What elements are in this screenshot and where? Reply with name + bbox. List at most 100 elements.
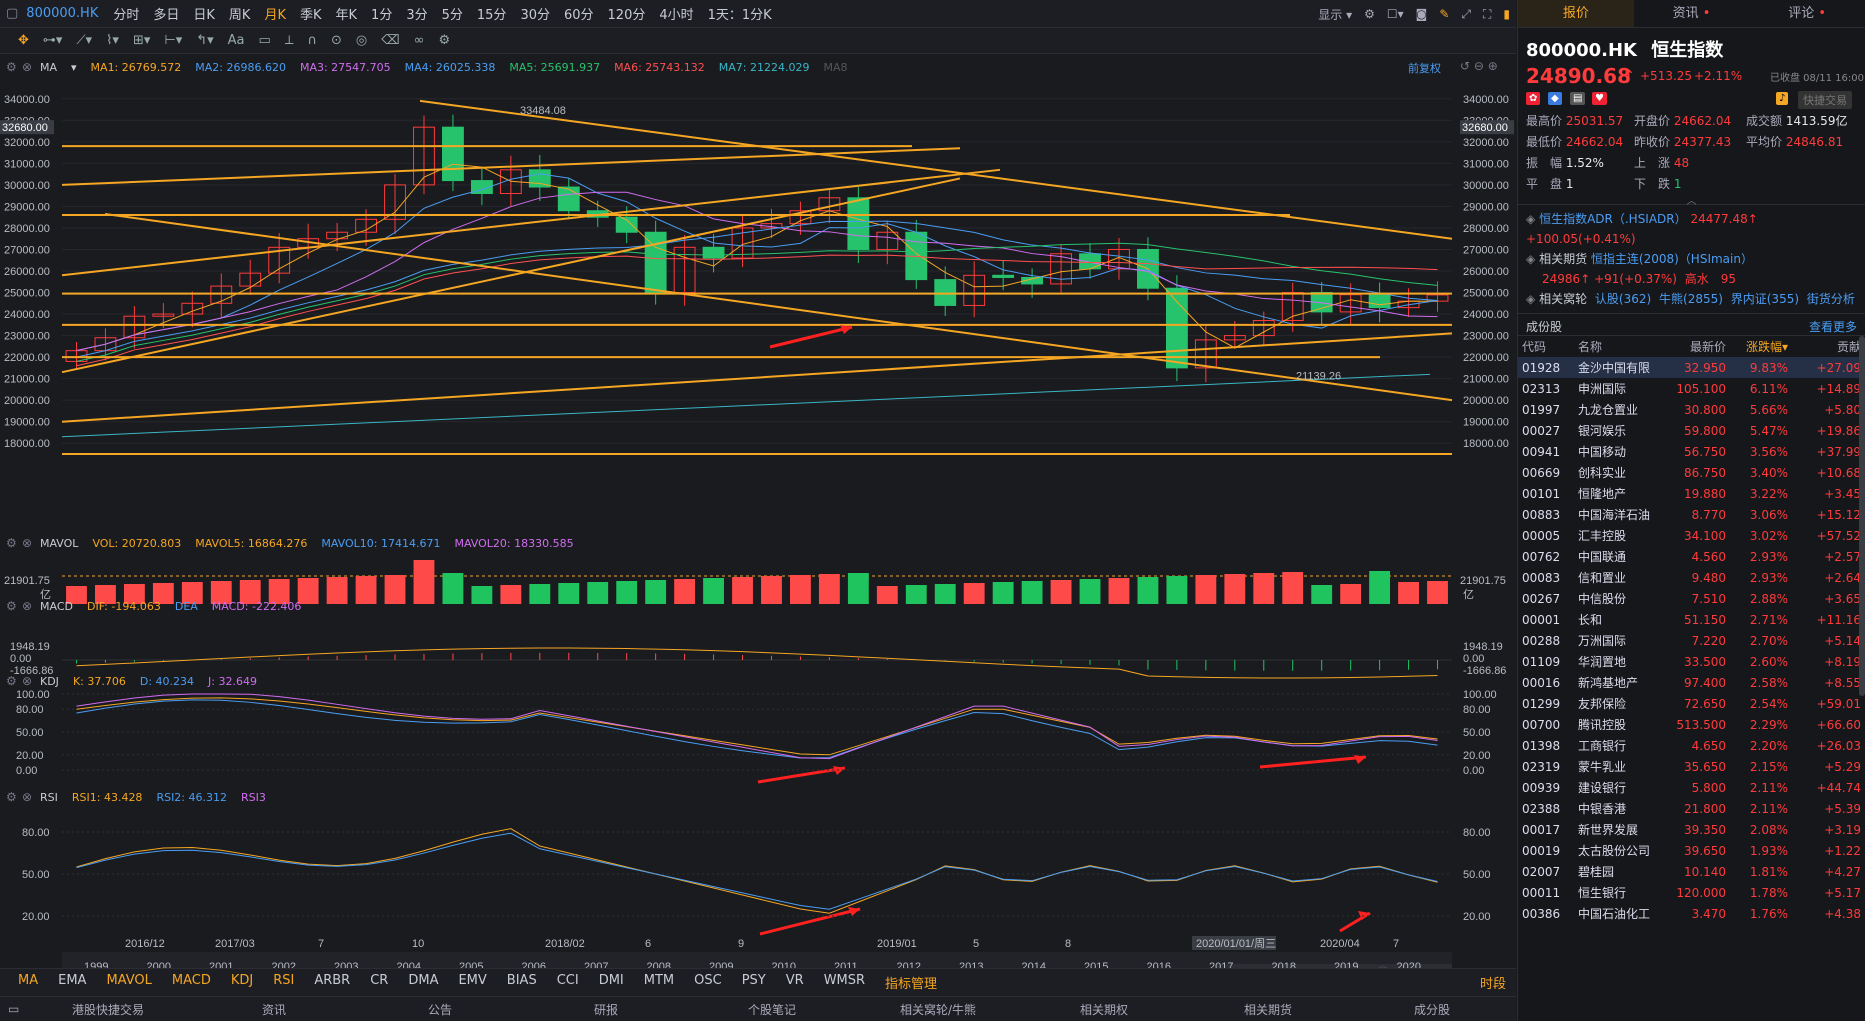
indicator-4[interactable]: KDJ: [230, 973, 254, 988]
header-contribution[interactable]: 贡献: [1836, 340, 1861, 354]
overview-bg[interactable]: [62, 952, 1452, 968]
arrow-tool-icon[interactable]: ↰▾: [196, 33, 214, 48]
collapse-icon[interactable]: ︿: [1686, 196, 1697, 207]
footer-tab-options[interactable]: 相关期权: [1080, 1002, 1129, 1017]
note-icon[interactable]: ▤: [1570, 92, 1586, 105]
comment-icon[interactable]: ▭: [258, 33, 271, 48]
table-row[interactable]: 01928 金沙中国有限 32.950 9.83% +27.09: [1518, 357, 1865, 378]
indicator-15[interactable]: PSY: [741, 973, 766, 988]
trend-line[interactable]: [61, 332, 1453, 423]
period-tab-9[interactable]: 5分: [441, 8, 463, 23]
measure-tool-icon[interactable]: ⊢▾: [164, 33, 183, 48]
fib-tool-icon[interactable]: ⌇▾: [106, 33, 119, 48]
quick-trade-button[interactable]: 快捷交易: [1798, 91, 1852, 109]
settings-icon[interactable]: ⚙: [1364, 7, 1375, 21]
table-row[interactable]: 02313 申洲国际 105.100 6.11% +14.89: [1518, 378, 1865, 399]
trend-line[interactable]: [61, 147, 961, 186]
footer-tab-constituents[interactable]: 成分股: [1414, 1002, 1451, 1017]
table-row[interactable]: 00019 太古股份公司 39.650 1.93% +1.22: [1518, 840, 1865, 861]
table-row[interactable]: 00017 新世界发展 39.350 2.08% +3.19: [1518, 819, 1865, 840]
header-price[interactable]: 最新价: [1689, 340, 1726, 354]
table-row[interactable]: 00101 恒隆地产 19.880 3.22% +3.45: [1518, 483, 1865, 504]
indicator-1[interactable]: EMA: [58, 973, 87, 988]
expand-icon[interactable]: ⤢: [1461, 6, 1471, 21]
mavol-close-icon[interactable]: ⊗: [22, 536, 33, 550]
tab-quote[interactable]: 报价: [1518, 0, 1634, 27]
pane-settings-icon[interactable]: ⚙: [6, 60, 17, 74]
warrant-analysis-link[interactable]: 街货分析: [1806, 292, 1855, 306]
pane-tools-icon[interactable]: ↺ ⊖ ⊕: [1460, 59, 1498, 73]
link-icon[interactable]: ∞: [413, 33, 425, 48]
period-button[interactable]: 时段: [1479, 977, 1506, 992]
period-tab-13[interactable]: 120分: [607, 8, 646, 23]
camera-icon[interactable]: ◙: [1415, 7, 1428, 21]
table-row[interactable]: 00762 中国联通 4.560 2.93% +2.57: [1518, 546, 1865, 567]
layout-icon[interactable]: ▢: [6, 6, 19, 21]
period-tab-1[interactable]: 多日: [153, 8, 180, 23]
indicator-16[interactable]: VR: [785, 973, 804, 988]
chart-svg[interactable]: 34000.0034000.0033000.0033000.0032000.00…: [0, 54, 1516, 968]
period-tab-5[interactable]: 季K: [299, 8, 322, 23]
table-row[interactable]: 00001 长和 51.150 2.71% +11.16: [1518, 609, 1865, 630]
footer-tab-quick-trade[interactable]: 港股快捷交易: [72, 1002, 145, 1017]
macd-settings-icon[interactable]: ⚙: [6, 599, 17, 613]
rsi-settings-icon[interactable]: ⚙: [6, 790, 17, 804]
pen-icon[interactable]: ✎: [1439, 7, 1450, 21]
trend-line[interactable]: [419, 99, 1453, 240]
chart-container[interactable]: ⚙ ⊗ MA ▾ MA1: 26769.572 MA2: 26986.620 M…: [0, 54, 1516, 968]
magnet-icon[interactable]: ∩: [307, 33, 317, 48]
indicator-14[interactable]: OSC: [694, 973, 722, 988]
indicator-17[interactable]: WMSR: [823, 973, 866, 988]
constituents-table-wrap[interactable]: 代码 名称 最新价 涨跌幅▾ 贡献 01928 金沙中国有限 32.950 9.83%…: [1518, 335, 1865, 924]
table-row[interactable]: 00941 中国移动 56.750 3.56% +37.99: [1518, 441, 1865, 462]
tab-news[interactable]: 资讯 •: [1672, 6, 1711, 21]
footer-tab-warrants[interactable]: 相关窝轮/牛熊: [900, 1002, 977, 1017]
table-row[interactable]: 00669 创科实业 86.750 3.40% +10.68: [1518, 462, 1865, 483]
pane-close-icon[interactable]: ⊗: [22, 60, 33, 74]
table-row[interactable]: 01109 华润置地 33.500 2.60% +8.19: [1518, 651, 1865, 672]
macd-close-icon[interactable]: ⊗: [22, 599, 33, 613]
period-tab-10[interactable]: 15分: [476, 8, 507, 23]
table-row[interactable]: 00267 中信股份 7.510 2.88% +3.65: [1518, 588, 1865, 609]
kdj-settings-icon[interactable]: ⚙: [6, 674, 17, 688]
eye-icon[interactable]: ◎: [355, 33, 368, 48]
checkbox-icon[interactable]: ☐▾: [1386, 7, 1404, 21]
period-tab-0[interactable]: 分时: [113, 8, 140, 23]
table-row[interactable]: 00288 万洲国际 7.220 2.70% +5.14: [1518, 630, 1865, 651]
indicator-3[interactable]: MACD: [171, 973, 211, 988]
line-tool-icon[interactable]: ⊶▾: [42, 33, 63, 48]
table-row[interactable]: 00005 汇丰控股 34.100 3.02% +57.52: [1518, 525, 1865, 546]
alert-bell-icon[interactable]: ♪: [1776, 92, 1789, 105]
sidebar-toggle-icon[interactable]: ▮: [1503, 7, 1510, 21]
channel-tool-icon[interactable]: ⊞▾: [132, 33, 151, 48]
period-tab-7[interactable]: 1分: [371, 8, 393, 23]
indicator-5[interactable]: RSI: [273, 973, 295, 988]
indicator-10[interactable]: BIAS: [506, 973, 537, 988]
table-row[interactable]: 02388 中银香港 21.800 2.11% +5.39: [1518, 798, 1865, 819]
period-tab-3[interactable]: 周K: [228, 8, 251, 23]
indicator-7[interactable]: CR: [370, 973, 389, 988]
table-row[interactable]: 00083 信和置业 9.480 2.93% +2.64: [1518, 567, 1865, 588]
table-row[interactable]: 01398 工商银行 4.650 2.20% +26.03: [1518, 735, 1865, 756]
period-tab-12[interactable]: 60分: [563, 8, 594, 23]
kdj-close-icon[interactable]: ⊗: [22, 674, 33, 688]
period-tab-11[interactable]: 30分: [520, 8, 550, 23]
indicator-8[interactable]: DMA: [408, 973, 439, 988]
settings-draw-icon[interactable]: ⚙: [438, 33, 451, 48]
footer-tab-research[interactable]: 研报: [594, 1002, 619, 1017]
table-row[interactable]: 00386 中国石油化工 3.470 1.76% +4.38: [1518, 903, 1865, 924]
ruler-icon[interactable]: ⟂: [284, 33, 294, 48]
table-scrollbar[interactable]: [1859, 336, 1865, 696]
table-row[interactable]: 02007 碧桂园 10.140 1.81% +4.27: [1518, 861, 1865, 882]
view-more-link[interactable]: 查看更多: [1808, 320, 1857, 334]
period-tab-2[interactable]: 日K: [193, 8, 215, 23]
indicator-18[interactable]: 指标管理: [885, 977, 938, 992]
trend-line[interactable]: [61, 177, 961, 374]
indicator-11[interactable]: CCI: [556, 973, 579, 988]
footer-tab-news[interactable]: 资讯: [262, 1002, 287, 1017]
indicator-13[interactable]: MTM: [643, 973, 675, 988]
table-row[interactable]: 00016 新鸿基地产 97.400 2.58% +8.55: [1518, 672, 1865, 693]
table-row[interactable]: 01997 九龙仓置业 30.800 5.66% +5.80: [1518, 399, 1865, 420]
period-tab-6[interactable]: 年K: [335, 8, 358, 23]
tab-comments[interactable]: 评论 •: [1788, 6, 1827, 21]
